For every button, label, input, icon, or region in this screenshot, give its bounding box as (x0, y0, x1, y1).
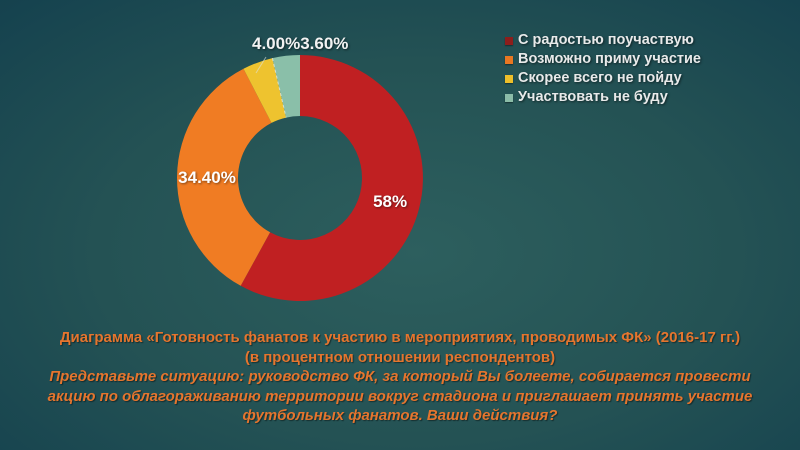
pie-slice-1 (240, 55, 423, 301)
label-leader-line (255, 56, 267, 74)
legend-item-4: Участвовать не буду (505, 88, 701, 107)
legend-item-3: Скорее всего не пойду (505, 69, 701, 88)
legend-swatch-icon (505, 74, 513, 83)
pie-slice-3 (243, 58, 287, 123)
caption-line-3: Представьте ситуацию: руководство ФК, за… (49, 368, 751, 385)
legend-item-2: Возможно приму участие (505, 50, 701, 69)
legend-label: Скорее всего не пойду (518, 70, 682, 86)
slice-label-ne-budu: 3.60% (300, 34, 349, 53)
donut-chart: 58% 34.40% (177, 54, 423, 301)
outside-slice-labels: 4.00% 3.60% (252, 34, 348, 54)
caption-line-1: Диаграмма «Готовность фанатов к участию … (59, 329, 741, 346)
legend-swatch-icon (505, 93, 513, 102)
legend-label: С радостью поучаствую (518, 32, 694, 48)
label-leader-line-dashed (271, 57, 287, 118)
slice-label-inside-1: 58% (373, 192, 407, 211)
pie-slice-4 (272, 54, 300, 118)
chart-caption: Диаграмма «Готовность фанатов к участию … (0, 328, 800, 426)
legend-label: Возможно приму участие (518, 51, 701, 67)
chart-legend: С радостью поучаствую Возможно приму учас… (505, 31, 701, 107)
caption-line-2: (в процентном отношении респондентов) (244, 348, 556, 366)
slice-label-skoree: 4.00% (252, 34, 301, 53)
legend-swatch-icon (505, 36, 513, 45)
donut-chart-area: 58% 34.40% 4.00% 3.60% (0, 0, 480, 330)
legend-label: Участвовать не буду (518, 89, 668, 105)
slice-label-inside-2: 34.40% (178, 168, 236, 187)
legend-swatch-icon (505, 55, 513, 64)
caption-line-5: футбольных фанатов. Ваши действия? (242, 407, 558, 424)
caption-line-4: акцию по облагораживанию территории вокр… (47, 387, 753, 405)
pie-slice-2 (177, 68, 272, 286)
legend-item-1: С радостью поучаствую (505, 31, 701, 50)
